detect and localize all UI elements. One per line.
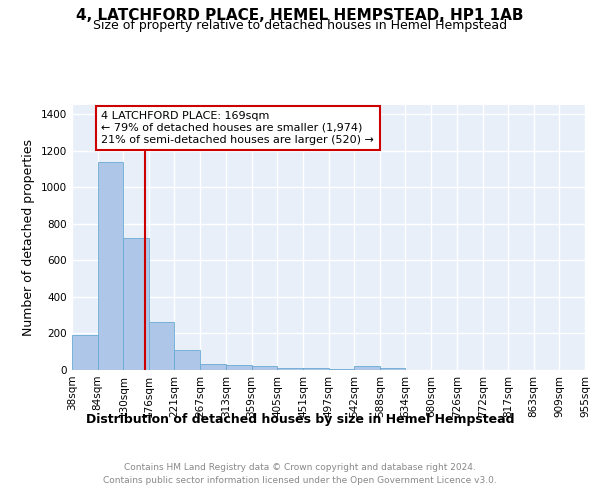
Bar: [354, 366, 380, 370]
Bar: [277, 368, 303, 370]
Bar: [200, 364, 226, 370]
Text: 4 LATCHFORD PLACE: 169sqm
← 79% of detached houses are smaller (1,974)
21% of se: 4 LATCHFORD PLACE: 169sqm ← 79% of detac…: [101, 112, 374, 144]
Text: Distribution of detached houses by size in Hemel Hempstead: Distribution of detached houses by size …: [86, 412, 514, 426]
Bar: [124, 238, 149, 370]
Bar: [175, 350, 200, 370]
Text: Contains public sector information licensed under the Open Government Licence v3: Contains public sector information licen…: [103, 476, 497, 485]
Bar: [380, 368, 406, 370]
Bar: [72, 336, 98, 370]
Text: 4, LATCHFORD PLACE, HEMEL HEMPSTEAD, HP1 1AB: 4, LATCHFORD PLACE, HEMEL HEMPSTEAD, HP1…: [76, 8, 524, 22]
Y-axis label: Number of detached properties: Number of detached properties: [22, 139, 35, 336]
Bar: [98, 162, 124, 370]
Bar: [329, 369, 354, 370]
Bar: [226, 364, 251, 370]
Text: Size of property relative to detached houses in Hemel Hempstead: Size of property relative to detached ho…: [93, 19, 507, 32]
Text: Contains HM Land Registry data © Crown copyright and database right 2024.: Contains HM Land Registry data © Crown c…: [124, 462, 476, 471]
Bar: [149, 322, 175, 370]
Bar: [251, 366, 277, 370]
Bar: [303, 368, 329, 370]
